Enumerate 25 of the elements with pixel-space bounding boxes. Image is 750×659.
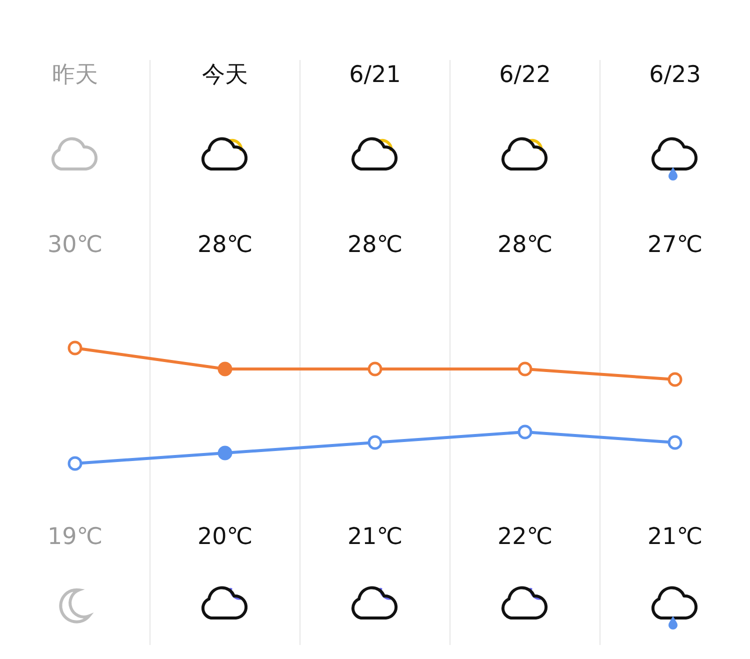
point [368,435,382,450]
x-tick-label: 6/23 [649,62,701,88]
data-label: 19℃ [47,524,103,550]
data-label: 20℃ [197,524,253,550]
point [68,456,82,471]
data-label: 28℃ [497,232,553,258]
data-label: 21℃ [347,524,403,550]
point [218,362,232,376]
data-label: 28℃ [197,232,253,258]
x-tick-label: 今天 [202,62,248,88]
x-tick-label: 6/22 [499,62,551,88]
x-tick-label: 6/21 [349,62,401,88]
data-label: 21℃ [647,524,703,550]
point [68,340,82,356]
point [368,362,382,376]
x-tick-label: 昨天 [52,62,98,88]
point [218,446,232,460]
point [668,372,682,387]
point [668,435,682,450]
data-label: 28℃ [347,232,403,258]
data-label: 22℃ [497,524,553,550]
point [518,362,532,376]
point [518,424,532,440]
data-label: 30℃ [47,232,103,258]
data-label: 27℃ [647,232,703,258]
